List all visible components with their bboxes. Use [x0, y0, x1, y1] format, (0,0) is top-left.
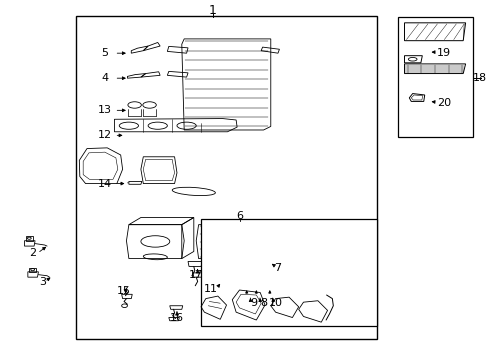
Text: 17: 17	[189, 270, 203, 280]
Text: 18: 18	[472, 73, 486, 83]
Text: 16: 16	[170, 312, 183, 323]
Text: 7: 7	[274, 262, 281, 273]
Text: 5: 5	[101, 48, 108, 58]
Text: 2: 2	[29, 248, 36, 258]
Text: 1: 1	[209, 4, 217, 17]
Text: 3: 3	[39, 277, 46, 287]
Text: 9: 9	[250, 298, 257, 308]
Text: 20: 20	[436, 98, 450, 108]
Text: 12: 12	[98, 130, 112, 140]
Text: 11: 11	[203, 284, 217, 294]
Text: 14: 14	[98, 179, 112, 189]
Text: 8: 8	[260, 298, 266, 308]
Text: 15: 15	[117, 286, 131, 296]
Text: 13: 13	[98, 105, 112, 115]
Bar	[76, 16, 376, 339]
Text: 10: 10	[268, 298, 282, 308]
Bar	[201, 219, 376, 327]
Text: 4: 4	[101, 73, 108, 83]
Text: 19: 19	[436, 48, 450, 58]
Text: 6: 6	[236, 211, 243, 221]
Bar	[397, 18, 472, 137]
